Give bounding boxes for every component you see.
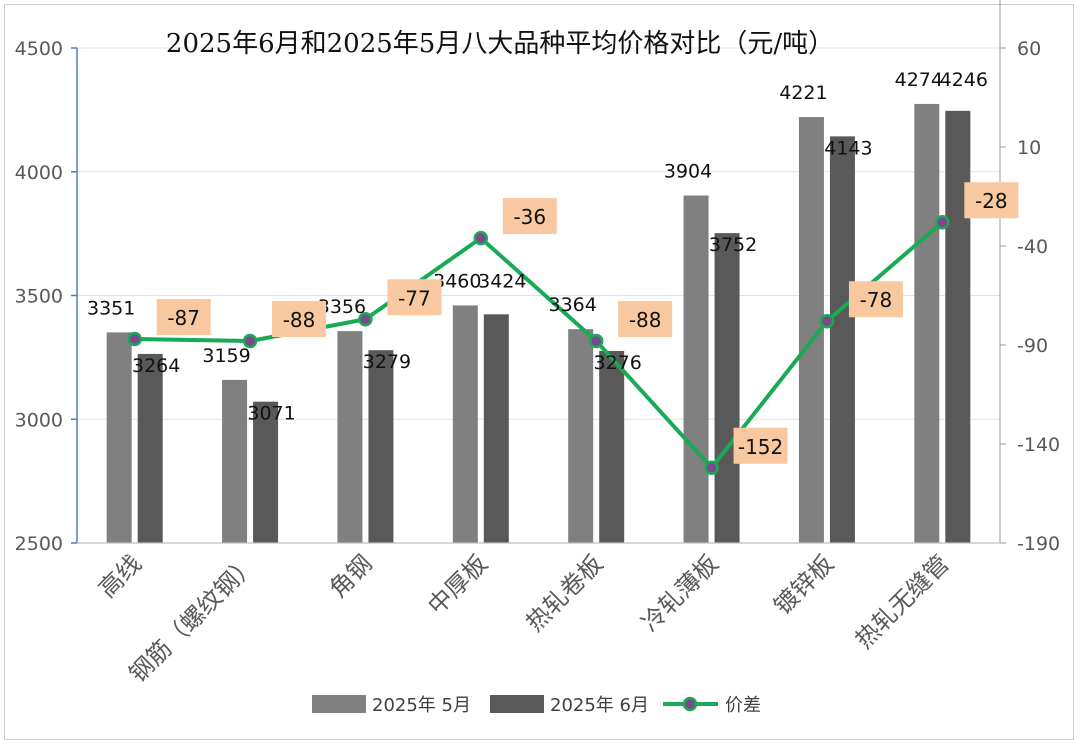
chart-title: 2025年6月和2025年5月八大品种平均价格对比（元/吨）	[166, 29, 834, 59]
diff-label: -88	[283, 308, 316, 332]
bar-june-value: 4143	[824, 137, 872, 159]
bar-may-value: 3351	[87, 297, 135, 319]
bar-may-value: 4274	[895, 69, 943, 91]
bar-june	[253, 401, 279, 543]
bar-may-value: 3364	[549, 294, 597, 316]
bars	[106, 103, 971, 544]
diff-label: -77	[398, 286, 431, 310]
diff-label: -28	[975, 189, 1008, 213]
diff-point	[588, 333, 604, 349]
left-tick-label: 2500	[15, 533, 63, 555]
category-label: 中厚板	[422, 549, 493, 620]
diff-point	[358, 312, 373, 327]
diff-label-box	[618, 301, 673, 338]
diff-label-box	[502, 198, 557, 235]
category-label: 角钢	[324, 549, 378, 603]
bar-june-value: 3424	[478, 270, 526, 292]
bar-june	[368, 350, 394, 543]
category-label: 热轧卷板	[521, 549, 609, 637]
right-tick-label: -90	[1017, 335, 1048, 357]
right-tick-label: -40	[1017, 236, 1048, 258]
diff-label: -87	[167, 306, 200, 330]
diff-label: -88	[629, 308, 662, 332]
bar-may-value: 3356	[318, 296, 366, 318]
bar-june-value: 3071	[247, 403, 295, 425]
legend: 2025年 5月 2025年 6月 价差	[312, 695, 761, 716]
diff-label-box	[156, 299, 211, 336]
category-label: 镀锌板	[768, 549, 839, 620]
diff-label: -152	[738, 435, 783, 459]
bar-june	[599, 350, 625, 543]
legend-label-june: 2025年 6月	[550, 695, 649, 716]
bar-june	[137, 353, 163, 543]
right-tick-label: 10	[1017, 137, 1041, 159]
bar-may	[337, 331, 363, 543]
legend-label-may: 2025年 5月	[372, 695, 471, 716]
axes: 2500 3000 3500 4000 4500 -190 -140 -90 -40 10 60 高线…	[15, 0, 1060, 688]
right-tick-label: -190	[1017, 533, 1060, 555]
right-tick-label: -140	[1017, 434, 1060, 456]
diff-point	[473, 230, 489, 246]
diff-label: -78	[860, 288, 893, 312]
diff-point	[935, 214, 950, 230]
bar-may-value: 4221	[779, 82, 827, 104]
bar-june	[483, 314, 509, 543]
legend-swatch-june	[490, 695, 544, 713]
bar-may	[914, 103, 940, 543]
diff-label-box	[848, 281, 903, 318]
diff-point	[704, 460, 719, 476]
diff-point	[127, 331, 142, 347]
diff-line-path	[134, 220, 944, 470]
diff-label-box	[272, 301, 327, 338]
bar-may	[452, 305, 478, 543]
left-tick-label: 4000	[15, 162, 63, 184]
bar-may	[683, 195, 709, 543]
bar-may	[222, 379, 248, 543]
bar-may-value: 3904	[664, 161, 712, 183]
diff-point	[242, 333, 258, 349]
diff-line	[127, 214, 950, 476]
legend-swatch-diff-marker	[682, 696, 698, 712]
bar-may	[106, 332, 132, 543]
left-tick-label: 3500	[15, 286, 63, 308]
left-tick-label: 4500	[15, 38, 63, 60]
bar-june-value: 4246	[940, 69, 988, 91]
diff-label: -36	[513, 205, 546, 229]
bar-june-value: 3264	[132, 355, 180, 377]
bar-may-value: 3159	[202, 345, 250, 367]
bar-may	[568, 329, 594, 543]
chart-frame	[4, 4, 1074, 740]
legend-label-diff: 价差	[725, 695, 761, 716]
left-tick-label: 3000	[15, 409, 63, 431]
bar-june	[945, 110, 971, 544]
bar-june	[829, 136, 855, 544]
bar-june-value: 3279	[363, 351, 411, 373]
bar-may-value: 3460	[433, 270, 481, 292]
diff-point	[819, 313, 835, 329]
right-tick-label: 60	[1017, 38, 1041, 60]
bar-june-value: 3752	[709, 234, 757, 256]
diff-label-box	[964, 182, 1019, 219]
category-label: 冷轧薄板	[636, 549, 724, 637]
category-label: 热轧无缝管	[850, 549, 955, 654]
category-label: 高线	[93, 549, 147, 603]
diff-label-box	[733, 427, 788, 464]
legend-swatch-may	[312, 695, 366, 713]
bar-june	[714, 233, 740, 543]
bar-june-value: 3276	[594, 352, 642, 374]
diff-label-box	[387, 279, 442, 316]
